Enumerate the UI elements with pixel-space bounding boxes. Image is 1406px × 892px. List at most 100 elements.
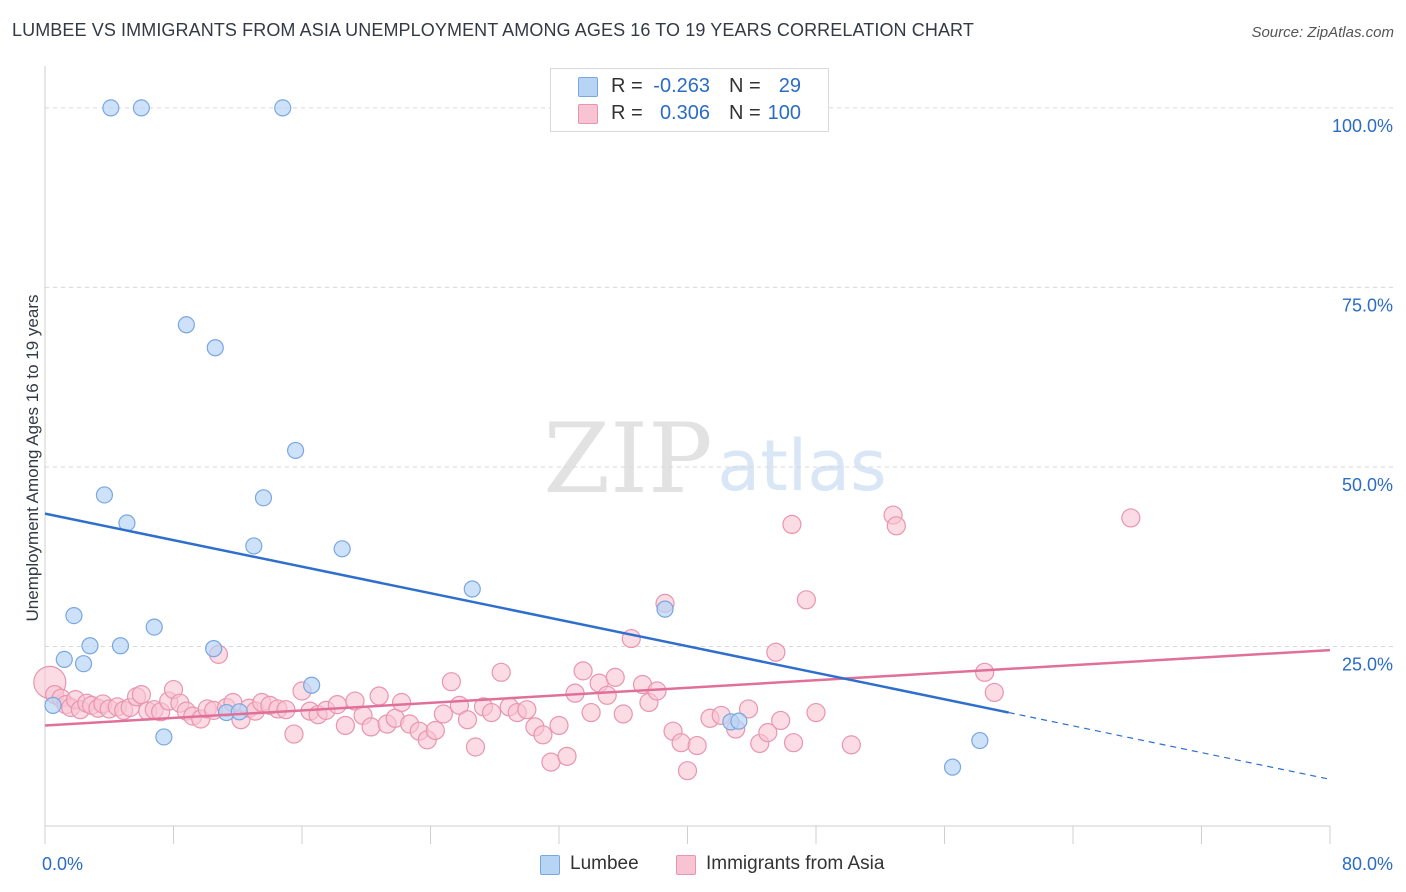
y-tick-label: 25.0% [1342, 654, 1393, 674]
asia-point [131, 684, 151, 705]
lumbee-points [44, 99, 989, 776]
lumbee-point [971, 731, 989, 750]
lumbee-point [730, 712, 748, 730]
lumbee-point [254, 489, 273, 507]
asia-point [533, 725, 553, 745]
asia-point [557, 746, 577, 766]
correlation-legend: R = -0.263 N = 29 R = 0.306 N = 100 [550, 68, 829, 132]
lumbee-point [333, 540, 351, 558]
lumbee-point [111, 637, 130, 655]
asia-point [605, 667, 625, 687]
asia-point [613, 704, 633, 724]
series-legend: Lumbee Immigrants from Asia [0, 852, 1406, 878]
lumbee-point [102, 99, 120, 117]
r-value: -0.263 [653, 75, 710, 97]
asia-point [758, 723, 778, 743]
asia-point [465, 737, 486, 757]
lumbee-swatch [578, 77, 598, 97]
lumbee-trend-line [44, 512, 1010, 714]
asia-point [573, 661, 593, 681]
n-label: N = [729, 75, 761, 97]
x-tick-label: 80.0% [1342, 854, 1393, 874]
asia-point [975, 662, 995, 682]
asia-point [783, 733, 804, 753]
lumbee-point [74, 655, 93, 673]
asia-point [425, 720, 445, 741]
legend-label-lumbee: Lumbee [570, 853, 639, 874]
x-tick-label: 0.0% [42, 854, 83, 874]
asia-point [369, 686, 389, 706]
lumbee-point [303, 676, 321, 694]
asia-swatch [676, 855, 696, 875]
asia-points [33, 505, 1141, 781]
legend-row-asia: R = 0.306 N = 100 [551, 100, 828, 127]
asia-point [597, 685, 617, 705]
asia-point [581, 702, 601, 723]
n-value: 100 [767, 102, 801, 124]
lumbee-point [656, 600, 674, 618]
asia-point [841, 735, 861, 755]
asia-point [806, 702, 826, 723]
asia-point [284, 724, 304, 744]
y-tick-label: 75.0% [1342, 295, 1393, 315]
asia-point [771, 710, 791, 731]
lumbee-point [230, 703, 248, 721]
trend-lines [44, 512, 1331, 780]
n-value: 29 [778, 75, 801, 97]
lumbee-point [274, 99, 292, 117]
asia-point [796, 590, 816, 610]
legend-row-lumbee: R = -0.263 N = 29 [551, 73, 828, 100]
asia-point [457, 710, 478, 730]
tick-labels: 25.0% 50.0% 75.0% 100.0% 0.0% 80.0% [42, 116, 1393, 874]
asia-point [782, 514, 802, 535]
lumbee-point [95, 486, 114, 504]
asia-point [361, 717, 381, 737]
asia-point [335, 715, 355, 736]
asia-point [1121, 508, 1141, 528]
asia-point [276, 700, 296, 720]
asia-point [541, 752, 561, 772]
asia-point [491, 662, 511, 682]
asia-point [549, 715, 569, 736]
chart-title: LUMBEE VS IMMIGRANTS FROM ASIA UNEMPLOYM… [12, 20, 974, 40]
watermark-zip: ZIP [543, 403, 712, 515]
asia-point [345, 691, 365, 711]
lumbee-point [245, 537, 263, 555]
watermark-atlas: atlas [717, 425, 886, 507]
lumbee-swatch [540, 855, 560, 875]
lumbee-point [286, 441, 305, 460]
r-label: R = [611, 75, 643, 97]
grid-lines [45, 107, 1394, 647]
asia-point [441, 672, 461, 692]
lumbee-trend-extension [1008, 711, 1331, 780]
lumbee-point [44, 696, 62, 714]
lumbee-point [943, 758, 962, 776]
asia-point [671, 733, 691, 753]
axes [44, 66, 1331, 844]
asia-point [738, 699, 759, 719]
asia-point [327, 695, 347, 715]
asia-point [886, 516, 906, 536]
legend-label-asia: Immigrants from Asia [706, 853, 885, 874]
asia-point [766, 642, 786, 662]
lumbee-point [205, 640, 223, 658]
source-label: Source: ZipAtlas.com [1251, 24, 1394, 41]
y-tick-label: 50.0% [1342, 475, 1393, 495]
asia-point [687, 735, 707, 756]
lumbee-point [463, 580, 481, 598]
asia-point [481, 702, 502, 723]
asia-swatch [578, 104, 598, 124]
n-label: N = [729, 102, 761, 124]
r-value: 0.306 [659, 102, 710, 124]
lumbee-point [81, 637, 99, 655]
lumbee-point [155, 728, 173, 746]
asia-point [677, 761, 698, 781]
r-label: R = [611, 102, 643, 124]
asia-point [984, 682, 1004, 703]
lumbee-point [206, 339, 224, 357]
watermark: ZIP atlas [543, 403, 886, 515]
lumbee-point [55, 650, 73, 669]
asia-point [517, 700, 537, 720]
lumbee-point [132, 99, 150, 117]
